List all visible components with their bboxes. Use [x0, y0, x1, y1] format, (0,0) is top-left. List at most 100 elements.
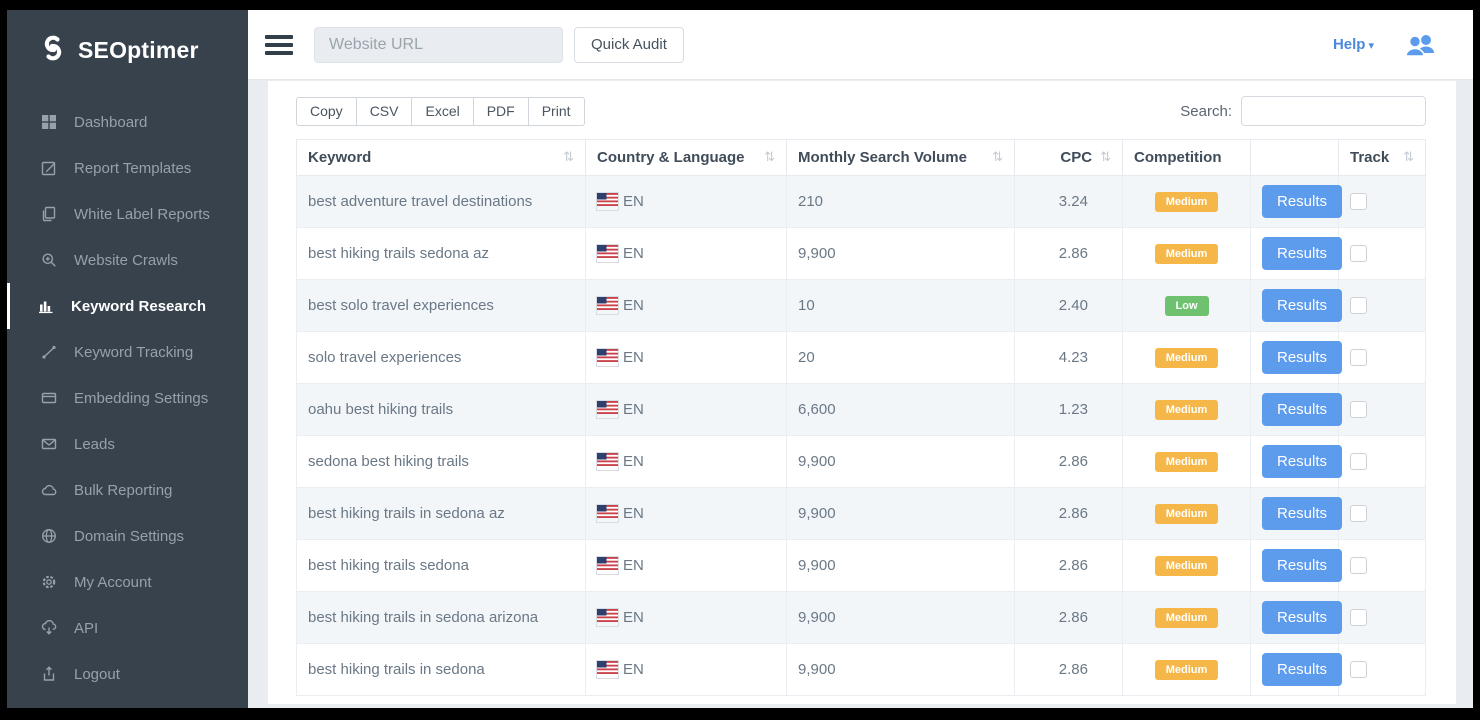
brand-name: SEOptimer: [78, 37, 199, 63]
cpc-cell: 2.86: [1014, 643, 1123, 696]
track-checkbox[interactable]: [1350, 245, 1367, 263]
table-toolbar: Copy CSV Excel PDF Print Search:: [296, 96, 1426, 126]
print-button[interactable]: Print: [527, 96, 585, 126]
track-checkbox[interactable]: [1350, 297, 1367, 315]
pdf-button[interactable]: PDF: [472, 96, 529, 126]
track-checkbox[interactable]: [1350, 349, 1367, 367]
language-code: EN: [623, 401, 644, 418]
quick-audit-button[interactable]: Quick Audit: [574, 26, 684, 63]
sidebar-item-white-label-reports[interactable]: White Label Reports: [7, 191, 248, 237]
keyword-cell: best hiking trails sedona: [296, 539, 586, 592]
results-cell: Results: [1250, 435, 1343, 488]
us-flag-icon: [597, 401, 618, 418]
search-volume-cell: 9,900: [786, 227, 1015, 280]
competition-cell: Medium: [1122, 175, 1251, 228]
chevron-down-icon: ▾: [1368, 39, 1374, 52]
track-checkbox[interactable]: [1350, 505, 1367, 523]
sidebar-item-website-crawls[interactable]: Website Crawls: [7, 237, 248, 283]
search-volume-cell: 20: [786, 331, 1015, 384]
table-row: solo travel experiences EN 20 4.23 Mediu…: [296, 331, 1426, 384]
users-icon[interactable]: [1404, 32, 1438, 58]
keyword-cell: best hiking trails sedona az: [296, 227, 586, 280]
export-button-group: Copy CSV Excel PDF Print: [296, 96, 585, 126]
col-header-cpc[interactable]: CPC ⇅: [1014, 139, 1123, 176]
sidebar: SEOptimer Dashboard Report Templates Whi…: [7, 10, 248, 708]
sidebar-item-label: Logout: [74, 665, 120, 683]
track-checkbox[interactable]: [1350, 661, 1367, 679]
results-cell: Results: [1250, 227, 1343, 280]
sidebar-item-leads[interactable]: Leads: [7, 421, 248, 467]
sidebar-item-bulk-reporting[interactable]: Bulk Reporting: [7, 467, 248, 513]
competition-badge: Medium: [1154, 659, 1219, 680]
sidebar-item-label: API: [74, 619, 99, 637]
csv-button[interactable]: CSV: [355, 96, 413, 126]
sidebar-item-keyword-research[interactable]: Keyword Research: [7, 283, 248, 329]
help-menu[interactable]: Help ▾: [1332, 36, 1374, 53]
brand-logo[interactable]: SEOptimer: [7, 10, 248, 85]
search-volume-cell: 6,600: [786, 383, 1015, 436]
results-button[interactable]: Results: [1262, 341, 1343, 374]
track-checkbox[interactable]: [1350, 401, 1367, 419]
keyword-cell: oahu best hiking trails: [296, 383, 586, 436]
language-code: EN: [623, 609, 644, 626]
col-header-country-language[interactable]: Country & Language ⇅: [585, 139, 787, 176]
sidebar-item-report-templates[interactable]: Report Templates: [7, 145, 248, 191]
country-language-cell: EN: [585, 539, 787, 592]
results-button[interactable]: Results: [1262, 289, 1343, 322]
track-cell: [1338, 591, 1426, 644]
country-language-cell: EN: [585, 175, 787, 228]
sidebar-item-embedding-settings[interactable]: Embedding Settings: [7, 375, 248, 421]
sidebar-item-label: My Account: [74, 573, 152, 591]
search-input[interactable]: [1241, 96, 1426, 126]
track-checkbox[interactable]: [1350, 453, 1367, 471]
language-code: EN: [623, 557, 644, 574]
sidebar-item-dashboard[interactable]: Dashboard: [7, 99, 248, 145]
sort-icon: ⇅: [764, 150, 775, 165]
results-cell: Results: [1250, 487, 1343, 540]
table-header-row: Keyword ⇅ Country & Language ⇅ Monthly Sea…: [296, 139, 1426, 176]
language-code: EN: [623, 505, 644, 522]
results-button[interactable]: Results: [1262, 393, 1343, 426]
results-button[interactable]: Results: [1262, 601, 1343, 634]
col-header-keyword[interactable]: Keyword ⇅: [296, 139, 586, 176]
competition-badge: Medium: [1154, 555, 1219, 576]
search-plus-icon: [40, 252, 58, 268]
search-volume-cell: 9,900: [786, 487, 1015, 540]
results-button[interactable]: Results: [1262, 185, 1343, 218]
competition-cell: Low: [1122, 279, 1251, 332]
cpc-cell: 4.23: [1014, 331, 1123, 384]
sidebar-item-keyword-tracking[interactable]: Keyword Tracking: [7, 329, 248, 375]
country-language-cell: EN: [585, 227, 787, 280]
cpc-cell: 2.86: [1014, 487, 1123, 540]
results-button[interactable]: Results: [1262, 497, 1343, 530]
col-header-monthly-search-volume[interactable]: Monthly Search Volume ⇅: [786, 139, 1015, 176]
track-cell: [1338, 227, 1426, 280]
us-flag-icon: [597, 609, 618, 626]
menu-icon[interactable]: [265, 31, 293, 59]
sidebar-item-logout[interactable]: Logout: [7, 651, 248, 697]
keyword-cell: best hiking trails in sedona arizona: [296, 591, 586, 644]
track-checkbox[interactable]: [1350, 609, 1367, 627]
results-button[interactable]: Results: [1262, 237, 1343, 270]
results-button[interactable]: Results: [1262, 549, 1343, 582]
sidebar-item-domain-settings[interactable]: Domain Settings: [7, 513, 248, 559]
results-button[interactable]: Results: [1262, 445, 1343, 478]
sidebar-item-my-account[interactable]: My Account: [7, 559, 248, 605]
track-checkbox[interactable]: [1350, 193, 1367, 211]
sidebar-item-api[interactable]: API: [7, 605, 248, 651]
envelope-icon: [40, 436, 58, 452]
copy-button[interactable]: Copy: [296, 96, 357, 126]
bar-chart-icon: [37, 298, 55, 314]
track-checkbox[interactable]: [1350, 557, 1367, 575]
website-url-input[interactable]: [314, 26, 563, 63]
col-header-track[interactable]: Track ⇅: [1338, 139, 1426, 176]
competition-badge: Low: [1164, 295, 1209, 316]
excel-button[interactable]: Excel: [411, 96, 474, 126]
sidebar-item-label: White Label Reports: [74, 205, 210, 223]
results-button[interactable]: Results: [1262, 653, 1343, 686]
language-code: EN: [623, 193, 644, 210]
language-code: EN: [623, 297, 644, 314]
keyword-cell: best solo travel experiences: [296, 279, 586, 332]
keyword-cell: best adventure travel destinations: [296, 175, 586, 228]
cpc-cell: 2.86: [1014, 591, 1123, 644]
